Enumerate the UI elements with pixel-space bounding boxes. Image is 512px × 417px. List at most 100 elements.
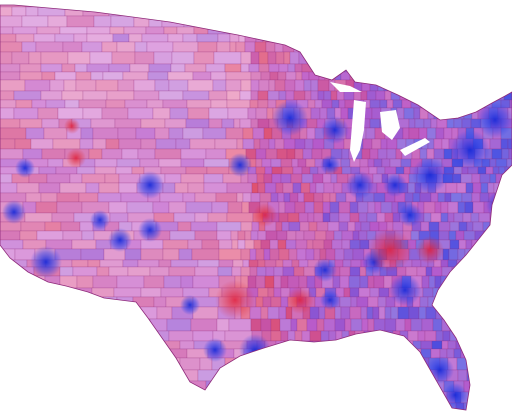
- county: [412, 71, 425, 81]
- county: [265, 380, 276, 393]
- county: [24, 212, 53, 223]
- county: [94, 357, 115, 371]
- county: [330, 26, 342, 35]
- county: [329, 63, 337, 73]
- county: [108, 348, 126, 359]
- county: [152, 201, 170, 214]
- county: [164, 173, 182, 184]
- county: [358, 348, 368, 359]
- county: [277, 71, 287, 81]
- county: [278, 306, 287, 320]
- county: [0, 287, 25, 298]
- county: [155, 138, 177, 150]
- county: [314, 99, 323, 109]
- county: [317, 79, 330, 92]
- county: [374, 380, 386, 393]
- county: [97, 192, 122, 203]
- county: [275, 15, 288, 28]
- county: [495, 287, 506, 298]
- county: [301, 63, 314, 73]
- county: [282, 391, 292, 404]
- county: [179, 340, 195, 350]
- county: [281, 221, 290, 232]
- county: [378, 306, 386, 320]
- county: [86, 33, 114, 43]
- county: [343, 348, 353, 359]
- county: [102, 71, 124, 81]
- county: [312, 26, 322, 35]
- county: [404, 318, 412, 332]
- county: [338, 15, 351, 28]
- county: [218, 259, 234, 268]
- county: [282, 182, 294, 194]
- county: [363, 41, 371, 53]
- county: [171, 51, 195, 65]
- county: [441, 138, 450, 150]
- county: [129, 63, 150, 73]
- county: [35, 41, 64, 53]
- county: [408, 6, 421, 17]
- county: [313, 192, 324, 203]
- county: [489, 138, 502, 150]
- county: [349, 71, 360, 81]
- county: [349, 212, 360, 223]
- county: [60, 221, 81, 232]
- county: [40, 369, 68, 382]
- county: [0, 391, 19, 404]
- county: [341, 166, 352, 175]
- county: [54, 296, 74, 308]
- county: [250, 51, 260, 65]
- county: [329, 201, 340, 214]
- county: [221, 369, 248, 382]
- county: [485, 348, 493, 359]
- county: [465, 41, 477, 53]
- county: [255, 158, 263, 168]
- county: [117, 79, 135, 92]
- county: [213, 5, 232, 8]
- county: [0, 51, 13, 65]
- county: [128, 33, 143, 43]
- county: [478, 306, 489, 320]
- county: [448, 248, 459, 261]
- county: [375, 90, 386, 101]
- county: [263, 248, 271, 261]
- county: [0, 15, 23, 28]
- county: [352, 33, 365, 43]
- county: [507, 357, 512, 371]
- county: [281, 166, 294, 175]
- county: [481, 391, 493, 404]
- county: [427, 51, 435, 65]
- county: [398, 357, 409, 371]
- county: [48, 380, 65, 393]
- county: [422, 287, 434, 298]
- county: [160, 166, 187, 175]
- county: [263, 127, 273, 140]
- county: [411, 259, 422, 268]
- county: [387, 26, 399, 35]
- county: [15, 369, 42, 382]
- county: [63, 79, 77, 92]
- county: [110, 318, 127, 332]
- county: [418, 380, 430, 393]
- county: [89, 330, 116, 342]
- county: [177, 221, 192, 232]
- county: [168, 127, 184, 140]
- county: [397, 306, 410, 320]
- county: [180, 148, 207, 160]
- county: [0, 148, 24, 160]
- county: [327, 221, 340, 232]
- county: [261, 158, 272, 168]
- county: [384, 63, 397, 73]
- county: [491, 391, 503, 404]
- county: [302, 340, 314, 350]
- county: [121, 391, 145, 404]
- county: [486, 259, 499, 268]
- county: [194, 230, 218, 241]
- county: [470, 5, 483, 8]
- county: [467, 259, 477, 268]
- county: [487, 306, 497, 320]
- county: [316, 318, 325, 332]
- county: [486, 296, 495, 308]
- county: [283, 5, 291, 8]
- county: [392, 357, 400, 371]
